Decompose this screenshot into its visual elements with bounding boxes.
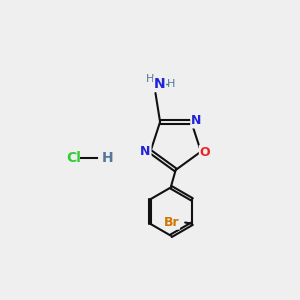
Text: N: N bbox=[191, 115, 202, 128]
Text: N: N bbox=[154, 77, 165, 91]
Text: N: N bbox=[140, 145, 151, 158]
Text: H: H bbox=[167, 79, 175, 89]
Text: H: H bbox=[102, 152, 113, 165]
Text: Br: Br bbox=[164, 216, 179, 229]
Text: H: H bbox=[146, 74, 154, 84]
Text: O: O bbox=[200, 146, 210, 159]
Text: Cl: Cl bbox=[66, 152, 81, 165]
